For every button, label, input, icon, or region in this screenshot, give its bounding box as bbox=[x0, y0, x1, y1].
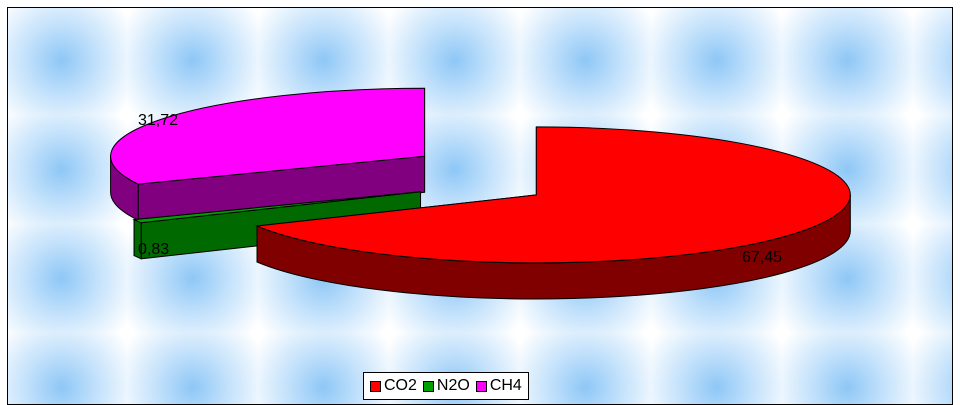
data-label-co2: 67,45 bbox=[742, 249, 782, 266]
legend-swatch-n2o bbox=[422, 380, 434, 392]
legend-label-ch4: CH4 bbox=[489, 377, 522, 394]
pie-slice-co2 bbox=[255, 126, 851, 300]
legend: CO2 N2O CH4 bbox=[363, 372, 529, 400]
legend-label-n2o: N2O bbox=[436, 377, 470, 394]
pie-slice-ch4 bbox=[110, 87, 426, 221]
legend-item-ch4: CH4 bbox=[475, 377, 522, 395]
pie-slice-top-n2o bbox=[132, 191, 421, 224]
legend-swatch-ch4 bbox=[475, 380, 487, 392]
legend-label-co2: CO2 bbox=[384, 377, 417, 394]
data-label-n2o: 0,83 bbox=[138, 241, 169, 258]
data-label-ch4: 31,72 bbox=[138, 112, 178, 129]
pie-slice-top-ch4 bbox=[110, 87, 426, 185]
pie-slice-top-co2 bbox=[255, 126, 851, 264]
legend-item-co2: CO2 bbox=[370, 377, 417, 395]
legend-item-n2o: N2O bbox=[422, 377, 470, 395]
legend-swatch-co2 bbox=[370, 380, 381, 392]
